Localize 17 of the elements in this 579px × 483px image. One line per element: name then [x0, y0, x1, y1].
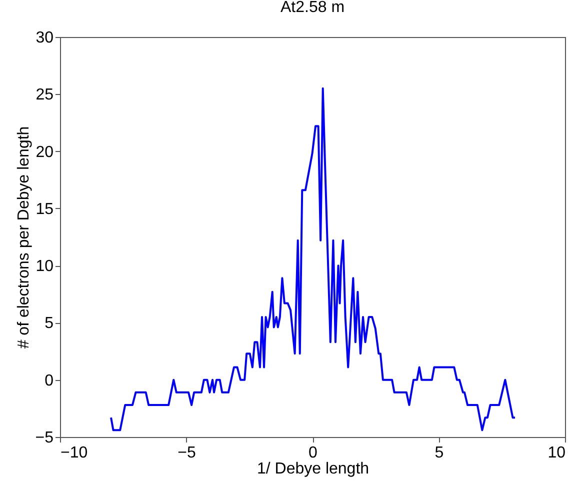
y-tick-label: 25 — [36, 86, 54, 104]
x-tick-label: −10 — [60, 444, 88, 462]
y-tick-label: 30 — [36, 30, 54, 46]
y-tick-label: −5 — [35, 430, 54, 446]
x-tick-label: 10 — [548, 444, 566, 462]
x-tick-label: 0 — [308, 444, 318, 462]
y-tick-label: 20 — [36, 144, 54, 161]
y-tick-label: 5 — [44, 315, 54, 332]
x-axis-title: 1/ Debye length — [256, 460, 370, 478]
y-tick-label: 15 — [36, 200, 54, 218]
y-tick-label: 10 — [36, 258, 54, 276]
line-series — [110, 87, 516, 432]
chart-title: At2.58 m — [280, 0, 345, 16]
y-tick-label: 0 — [44, 372, 54, 390]
x-tick-label: 5 — [434, 444, 444, 462]
y-axis-title: # of electrons per Debye length — [15, 126, 32, 349]
x-tick-label: −5 — [178, 444, 196, 462]
